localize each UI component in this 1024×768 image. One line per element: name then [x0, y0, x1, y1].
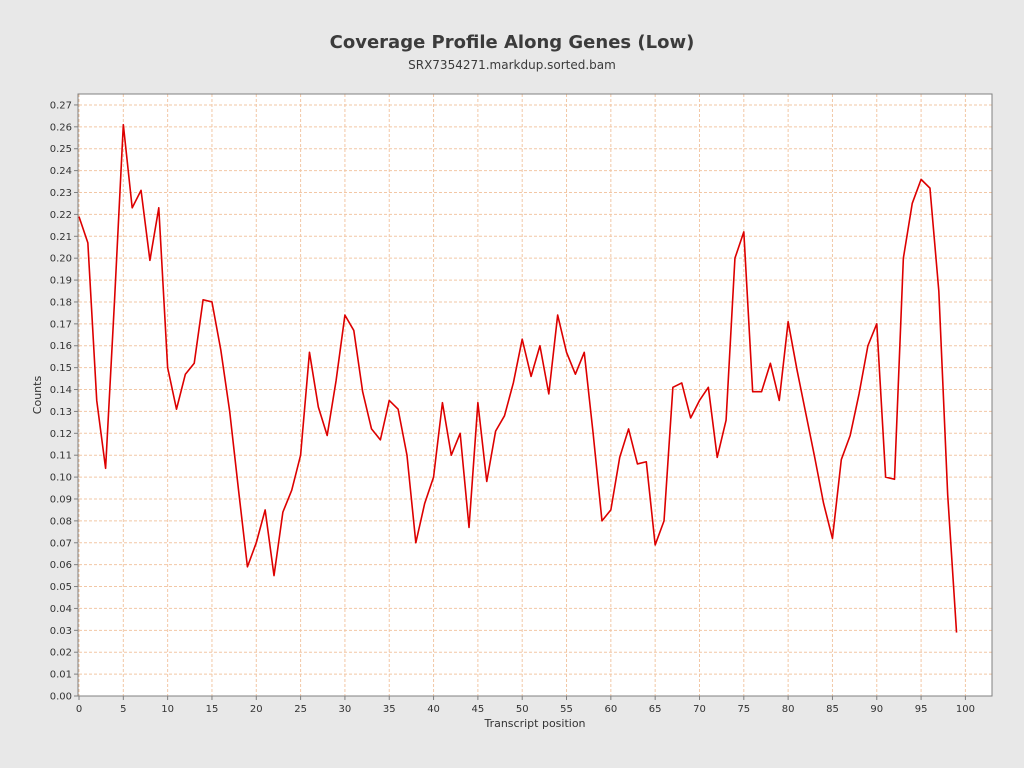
y-tick-label: 0.01 [50, 670, 72, 681]
y-tick-label: 0.10 [50, 473, 72, 484]
y-tick-label: 0.20 [50, 254, 72, 265]
plot-border [77, 93, 993, 697]
x-tick-label: 65 [649, 704, 662, 715]
y-tick-label: 0.02 [50, 648, 72, 659]
y-tick-label: 0.06 [50, 560, 72, 571]
grid-lines [78, 94, 992, 697]
y-tick-label: 0.23 [50, 188, 72, 199]
y-tick-label: 0.27 [50, 100, 72, 111]
x-tick-label: 25 [294, 704, 307, 715]
x-axis-label: Transcript position [483, 717, 585, 730]
y-tick-label: 0.17 [50, 319, 72, 330]
x-tick-label: 35 [383, 704, 396, 715]
x-tick-label: 15 [206, 704, 219, 715]
y-tick-label: 0.11 [50, 451, 72, 462]
y-tick-label: 0.12 [50, 429, 72, 440]
x-tick-label: 95 [915, 704, 928, 715]
y-tick-label: 0.00 [50, 692, 72, 703]
y-tick-label: 0.05 [50, 582, 72, 593]
y-tick-label: 0.24 [50, 166, 72, 177]
x-tick-label: 90 [870, 704, 883, 715]
x-tick-label: 70 [693, 704, 706, 715]
y-tick-label: 0.25 [50, 144, 72, 155]
x-tick-label: 55 [560, 704, 573, 715]
y-tick-label: 0.03 [50, 626, 72, 637]
x-tick-label: 85 [826, 704, 839, 715]
y-tick-label: 0.16 [50, 341, 72, 352]
x-tick-label: 0 [76, 704, 82, 715]
y-axis-label: Counts [31, 376, 44, 415]
x-tick-label: 100 [956, 704, 975, 715]
plot-area [78, 94, 992, 696]
x-tick-label: 30 [339, 704, 352, 715]
y-tick-label: 0.26 [50, 122, 72, 133]
y-tick-label: 0.08 [50, 516, 72, 527]
x-tick-label: 40 [427, 704, 440, 715]
y-tick-label: 0.18 [50, 297, 72, 308]
series-layer [78, 123, 958, 633]
axes: 0 5 10 15 20 25 30 35 40 45 50 55 60 65 70 75 80 85 90 95 10… [50, 93, 993, 715]
x-tick-label: 50 [516, 704, 529, 715]
x-tick-label: 20 [250, 704, 263, 715]
x-tick-label: 60 [604, 704, 617, 715]
x-tick-label: 10 [161, 704, 174, 715]
y-tick-label: 0.21 [50, 232, 72, 243]
y-tick-label: 0.19 [50, 276, 72, 287]
x-tick-label: 5 [120, 704, 126, 715]
y-tick-label: 0.22 [50, 210, 72, 221]
chart-subtitle: SRX7354271.markdup.sorted.bam [408, 58, 616, 72]
y-tick-label: 0.13 [50, 407, 72, 418]
coverage-series-line [78, 123, 958, 633]
y-tick-label: 0.07 [50, 538, 72, 549]
y-tick-label: 0.14 [50, 385, 72, 396]
x-tick-label: 45 [472, 704, 485, 715]
chart-title: Coverage Profile Along Genes (Low) [330, 32, 695, 53]
x-tick-label: 80 [782, 704, 795, 715]
y-tick-label: 0.09 [50, 494, 72, 505]
y-tick-label: 0.15 [50, 363, 72, 374]
x-tick-label: 75 [737, 704, 750, 715]
y-tick-label: 0.04 [50, 604, 72, 615]
